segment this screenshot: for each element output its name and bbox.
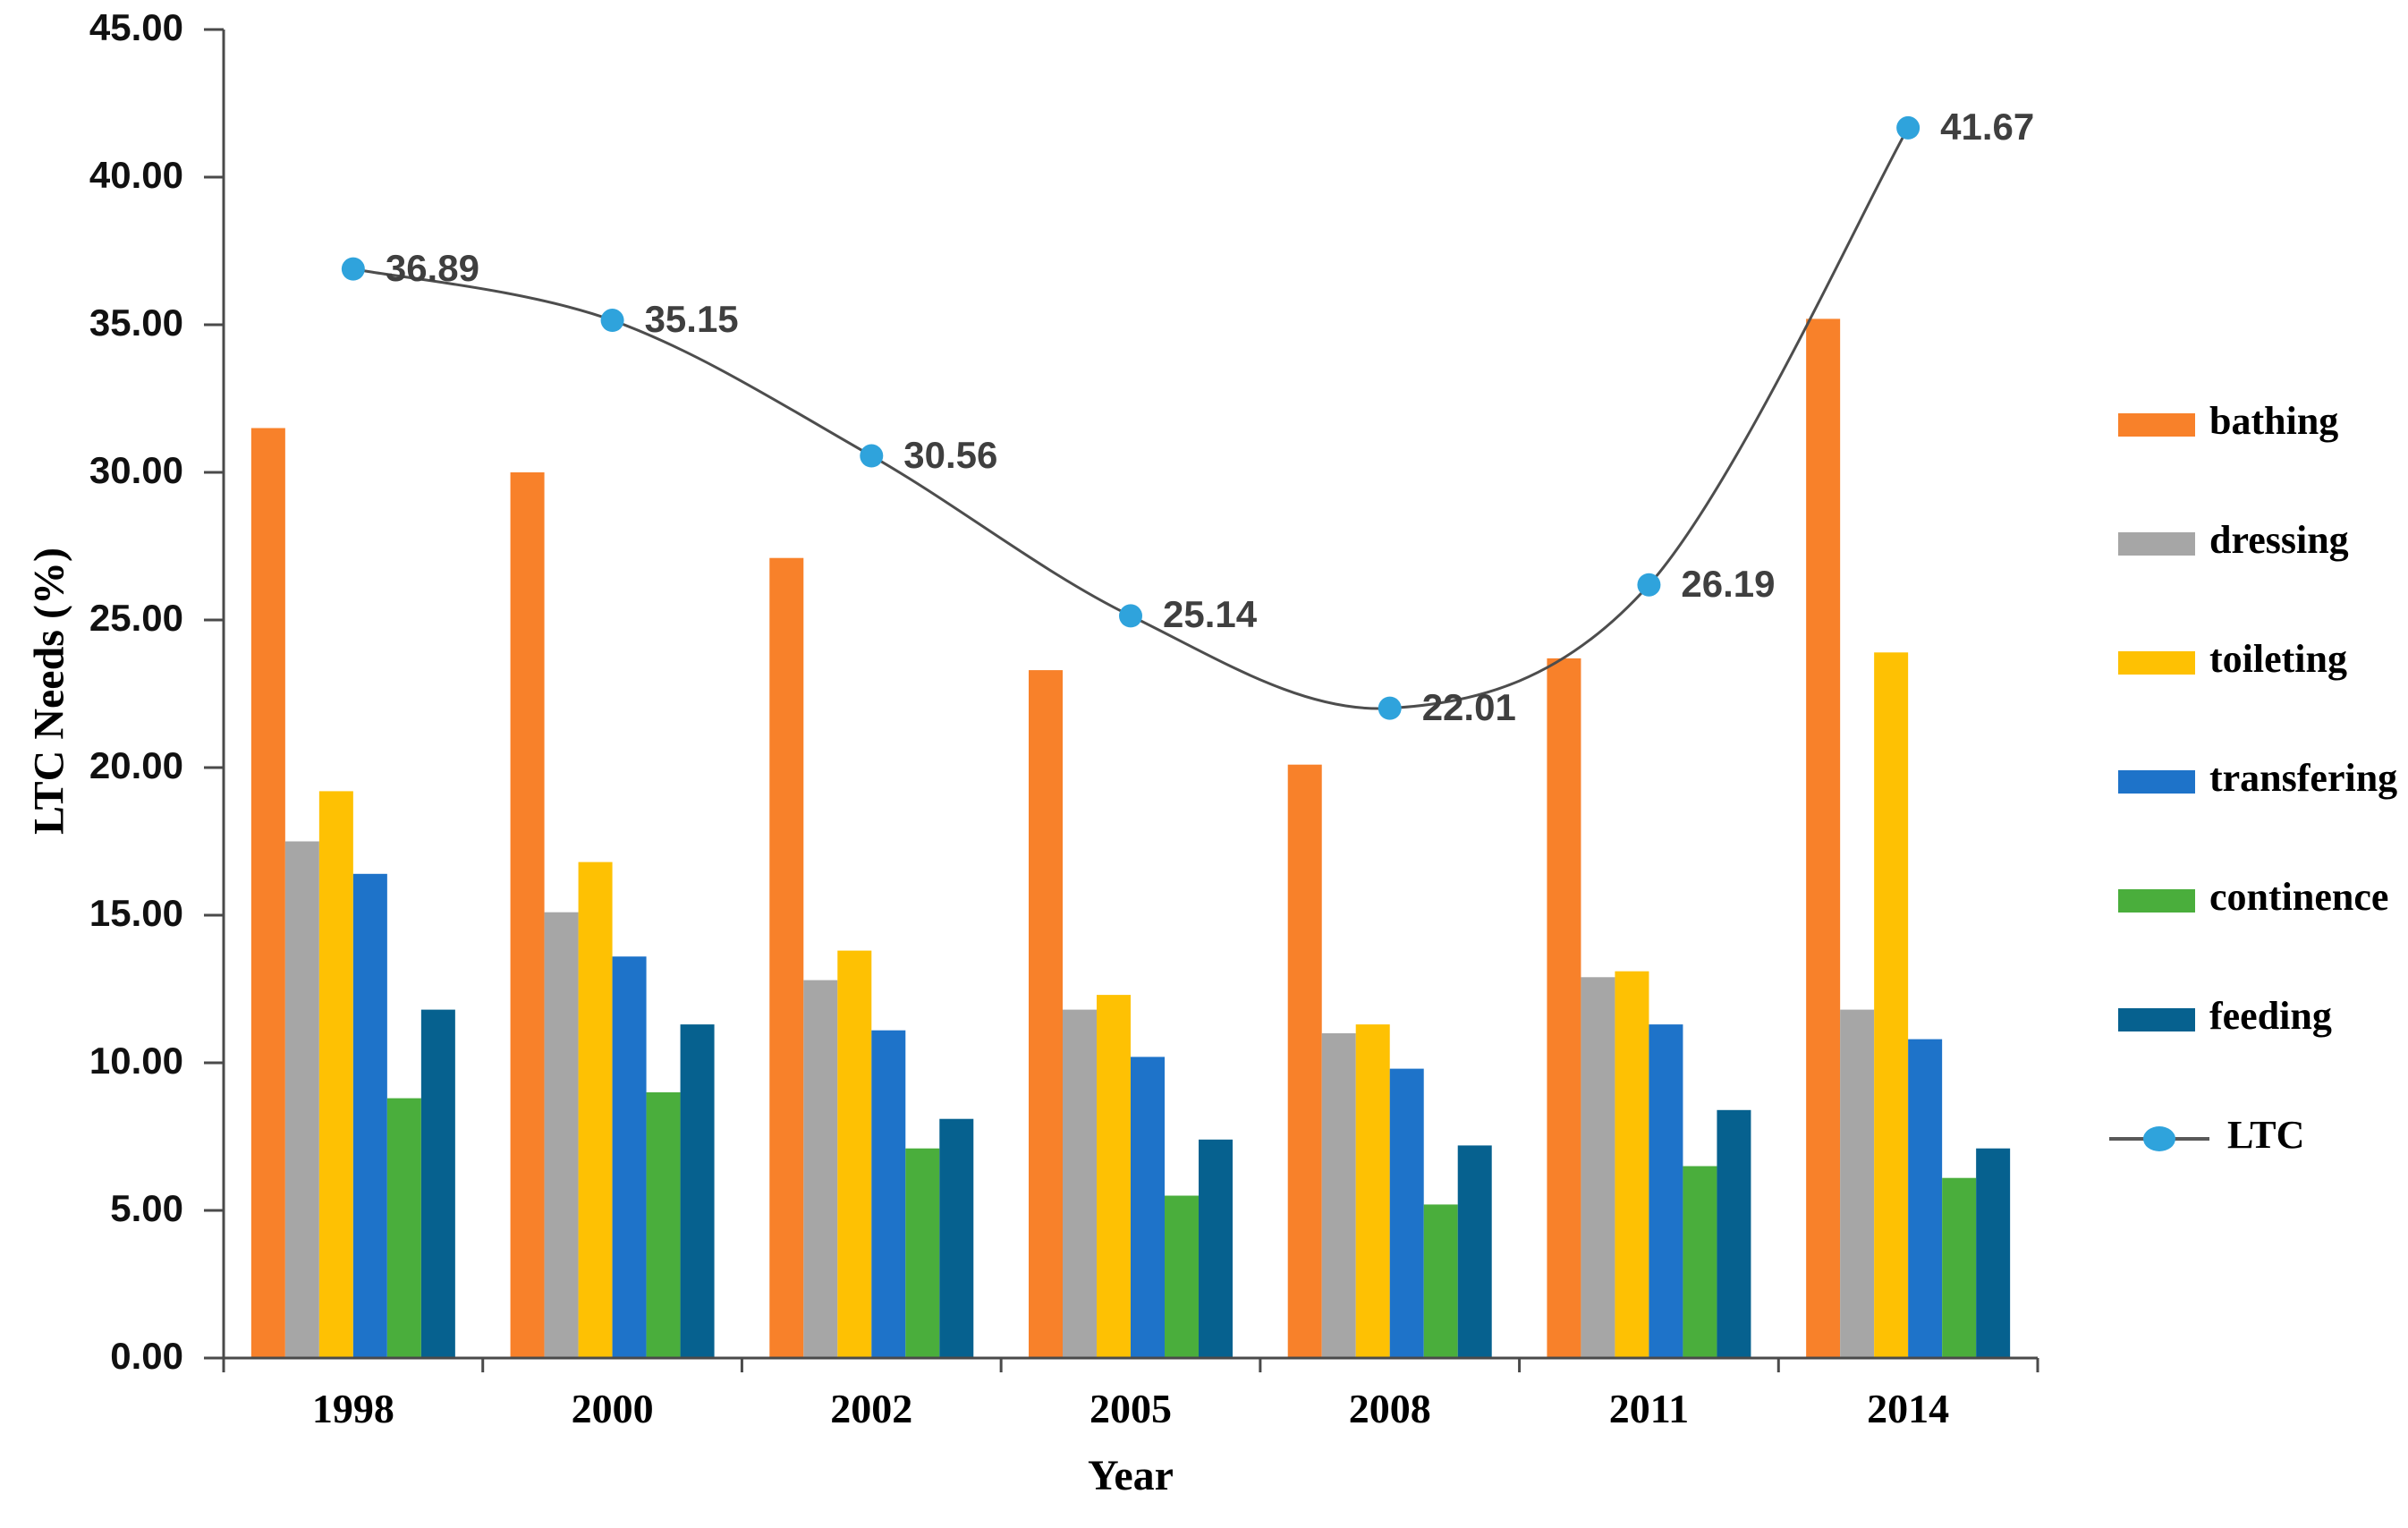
bar-feeding-2011 — [1717, 1109, 1751, 1358]
y-tick-label: 10.00 — [89, 1040, 183, 1082]
bar-transfering-2011 — [1649, 1024, 1683, 1358]
y-tick-label: 5.00 — [110, 1187, 183, 1229]
year-label-2005: 2005 — [1090, 1386, 1172, 1431]
bar-dressing-1998 — [284, 841, 319, 1358]
y-tick-label: 20.00 — [89, 744, 183, 786]
bar-bathing-2011 — [1547, 658, 1581, 1358]
ltc-point-2002 — [860, 444, 884, 468]
ltc-point-label-2000: 35.15 — [644, 298, 739, 341]
bar-feeding-2014 — [1976, 1148, 2011, 1358]
legend-label-transfering: transfering — [2209, 756, 2398, 800]
legend-swatch-toileting — [2118, 651, 2195, 675]
ltc-point-2005 — [1119, 604, 1142, 628]
year-label-2014: 2014 — [1867, 1386, 1950, 1431]
ltc-point-label-2005: 25.14 — [1163, 593, 1258, 636]
ltc-point-2000 — [600, 309, 624, 333]
bar-dressing-2011 — [1581, 977, 1615, 1358]
bar-bathing-2008 — [1287, 764, 1322, 1358]
legend-label-feeding: feeding — [2209, 994, 2332, 1038]
bar-bathing-2002 — [769, 557, 804, 1358]
y-tick-label: 15.00 — [89, 892, 183, 934]
bar-feeding-2008 — [1457, 1145, 1492, 1358]
ltc-point-label-2008: 22.01 — [1421, 685, 1516, 728]
bar-toileting-2014 — [1874, 652, 1909, 1358]
legend-swatch-feeding — [2118, 1008, 2195, 1031]
bar-toileting-2000 — [578, 862, 613, 1358]
bar-continence-2002 — [905, 1148, 940, 1358]
bar-continence-2014 — [1942, 1177, 1977, 1358]
bar-bathing-2005 — [1029, 670, 1063, 1358]
y-tick-label: 0.00 — [110, 1335, 183, 1377]
ltc-point-label-2014: 41.67 — [1940, 105, 2035, 148]
legend-swatch-continence — [2118, 889, 2195, 913]
x-axis-title: Year — [1088, 1452, 1174, 1499]
bar-toileting-2002 — [837, 950, 872, 1358]
bar-continence-1998 — [386, 1098, 421, 1358]
ltc-point-label-1998: 36.89 — [385, 246, 479, 289]
y-tick-label: 40.00 — [89, 154, 183, 196]
legend-label-dressing: dressing — [2209, 518, 2349, 562]
ltc-point-label-2011: 26.19 — [1681, 562, 1776, 605]
bar-transfering-2008 — [1389, 1068, 1424, 1358]
legend-label-continence: continence — [2209, 875, 2389, 919]
bar-transfering-2002 — [871, 1030, 906, 1358]
year-label-1998: 1998 — [311, 1386, 394, 1431]
bar-dressing-2000 — [544, 912, 579, 1358]
ltc-point-2008 — [1378, 696, 1402, 720]
legend-label-LTC: LTC — [2227, 1113, 2305, 1157]
bar-bathing-2014 — [1806, 318, 1841, 1358]
bar-toileting-2008 — [1355, 1024, 1390, 1358]
bar-feeding-2005 — [1199, 1139, 1233, 1358]
year-label-2002: 2002 — [830, 1386, 913, 1431]
ltc-point-1998 — [341, 257, 365, 281]
bar-transfering-2005 — [1131, 1057, 1165, 1358]
ltc-point-2011 — [1637, 573, 1661, 597]
bar-toileting-2011 — [1615, 971, 1649, 1358]
legend-ltc-marker-dot — [2143, 1126, 2175, 1151]
bar-feeding-2000 — [680, 1024, 715, 1358]
bar-transfering-2014 — [1908, 1039, 1943, 1358]
bar-transfering-1998 — [352, 873, 387, 1358]
year-label-2008: 2008 — [1348, 1386, 1431, 1431]
year-label-2000: 2000 — [571, 1386, 654, 1431]
ltc-point-2014 — [1896, 115, 1920, 140]
legend-swatch-dressing — [2118, 532, 2195, 556]
bar-feeding-1998 — [420, 1009, 455, 1358]
bar-bathing-1998 — [250, 428, 285, 1358]
bar-feeding-2002 — [939, 1118, 974, 1358]
bar-continence-2008 — [1423, 1204, 1458, 1358]
y-tick-label: 35.00 — [89, 301, 183, 344]
bar-toileting-2005 — [1097, 995, 1131, 1358]
bar-dressing-2014 — [1840, 1009, 1875, 1358]
legend-swatch-bathing — [2118, 413, 2195, 437]
bar-transfering-2000 — [612, 956, 647, 1358]
ltc-point-label-2002: 30.56 — [903, 433, 998, 476]
bar-bathing-2000 — [510, 472, 545, 1358]
bar-dressing-2008 — [1321, 1033, 1356, 1358]
bar-continence-2000 — [646, 1092, 681, 1358]
legend-label-bathing: bathing — [2209, 399, 2339, 443]
legend-label-toileting: toileting — [2209, 637, 2347, 681]
bar-dressing-2002 — [803, 980, 838, 1358]
year-label-2011: 2011 — [1608, 1386, 1690, 1431]
y-tick-label: 30.00 — [89, 449, 183, 491]
y-tick-label: 25.00 — [89, 597, 183, 639]
bar-dressing-2005 — [1063, 1009, 1097, 1358]
y-tick-label: 45.00 — [89, 6, 183, 48]
bar-toileting-1998 — [318, 791, 353, 1358]
legend-swatch-transfering — [2118, 770, 2195, 794]
y-axis-title: LTC Needs (%) — [25, 548, 73, 835]
bar-continence-2011 — [1683, 1166, 1717, 1358]
bar-continence-2005 — [1165, 1195, 1199, 1358]
